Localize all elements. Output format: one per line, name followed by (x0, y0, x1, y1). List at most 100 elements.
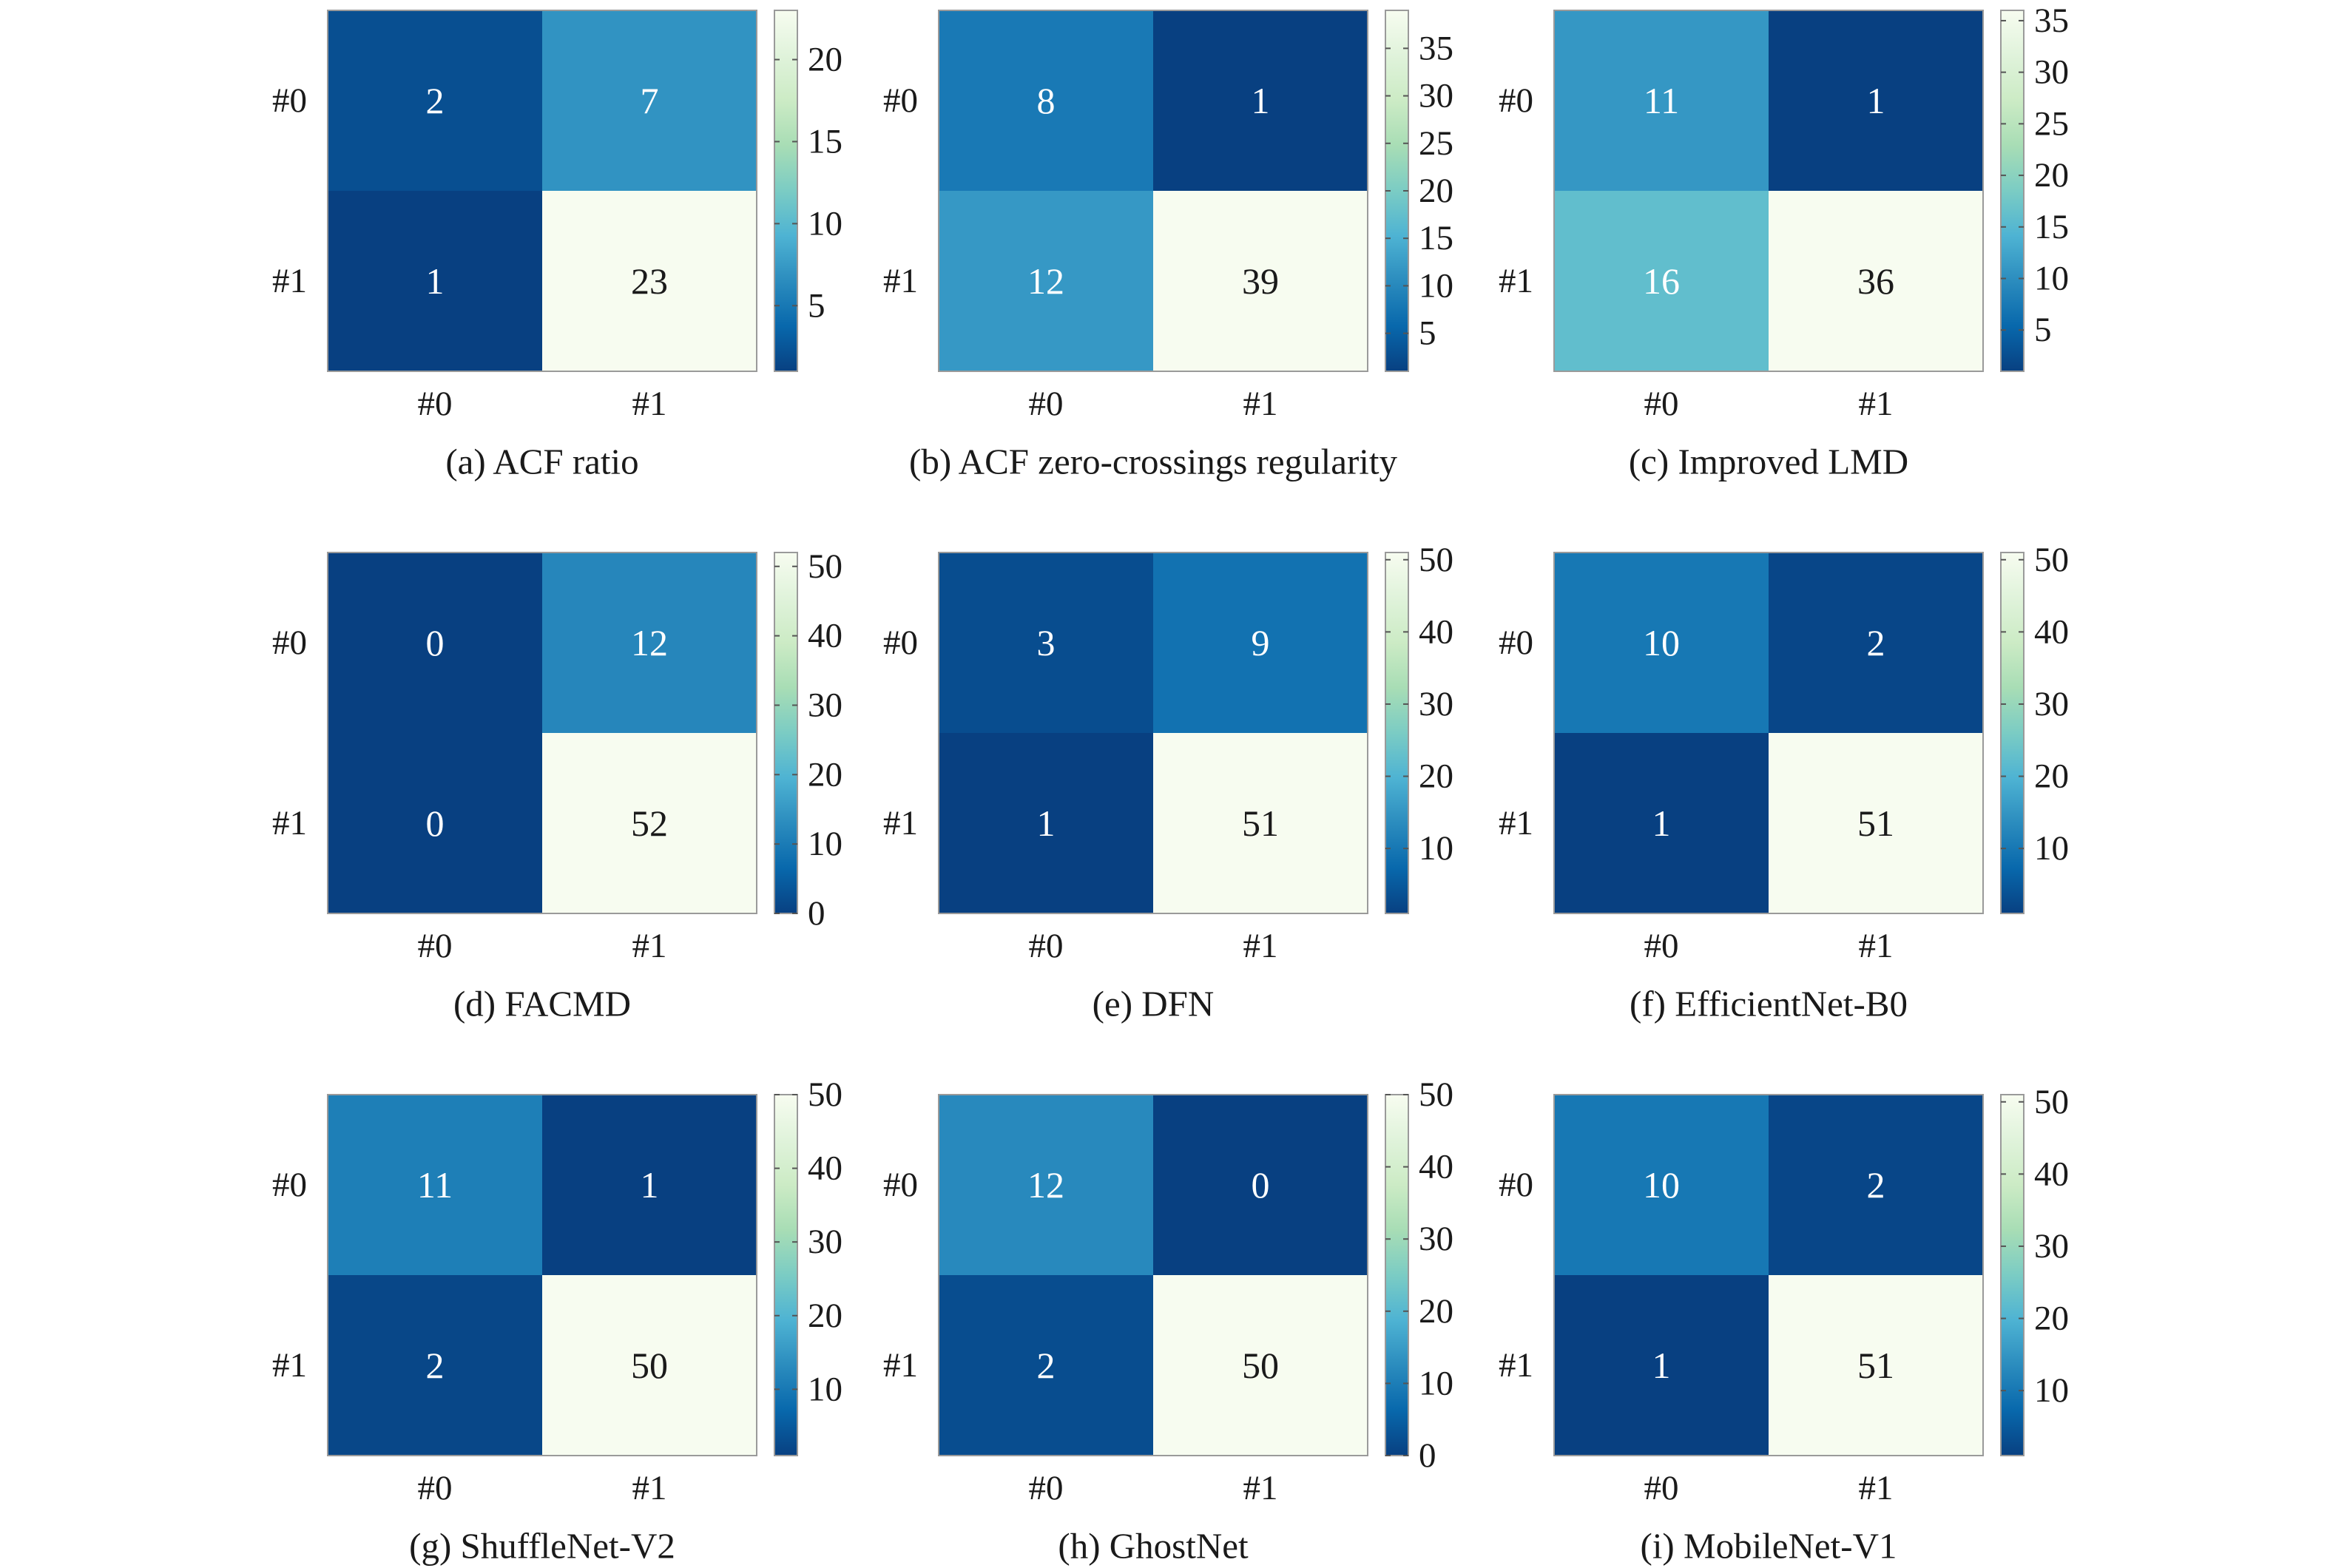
colorbar-tick-label: 5 (808, 286, 825, 325)
column-label: #1 (632, 927, 667, 965)
row-label: #0 (883, 624, 918, 662)
cell-value-label: 11 (1644, 80, 1679, 121)
cell-value-label: 1 (1652, 802, 1671, 844)
column-label: #1 (1859, 385, 1894, 423)
heatmap-cell (328, 10, 542, 191)
colorbar-tick-label: 10 (1419, 829, 1453, 868)
heatmap-frame (938, 552, 1368, 914)
panel-caption: (c) Improved LMD (1629, 442, 1908, 482)
panel-caption: (a) ACF ratio (445, 442, 638, 482)
confusion-matrix-panel-7: 11 12 50#0#1#0 #1(g) ShuffleNet-V2102030405… (272, 1075, 842, 1567)
heatmap-cell (1153, 191, 1368, 371)
heatmap-cell (1153, 1275, 1368, 1456)
heatmap-cell (1769, 1275, 1983, 1456)
cell-value-label: 1 (1652, 1345, 1671, 1386)
heatmap-cell (1153, 733, 1368, 913)
cell-value-label: 12 (1027, 260, 1064, 302)
column-label: #1 (1243, 385, 1278, 423)
heatmap-cell (939, 10, 1153, 191)
heatmap-cell (1153, 1095, 1368, 1275)
colorbar-tick-label: 30 (808, 686, 842, 724)
cell-value-label: 8 (1037, 80, 1056, 121)
cell-value-label: 12 (631, 622, 668, 663)
heatmap-cell (1153, 10, 1368, 191)
heatmap-cell (939, 552, 1153, 733)
colorbar-tick-label: 50 (1419, 541, 1453, 579)
row-label: #1 (883, 804, 918, 842)
panel-caption: (f) EfficientNet-B0 (1630, 984, 1908, 1024)
colorbar-tick-label: 30 (2034, 53, 2069, 92)
panel-caption: (e) DFN (1093, 984, 1215, 1024)
colorbar-tick-label: 30 (2034, 685, 2069, 723)
row-label: #0 (1499, 1166, 1533, 1204)
colorbar-tick-label: 20 (2034, 1300, 2069, 1338)
heatmap-cell (939, 1275, 1153, 1456)
column-label: #0 (1644, 1469, 1679, 1507)
row-label: #1 (1499, 262, 1533, 300)
row-label: #1 (272, 262, 307, 300)
row-label: #1 (883, 1346, 918, 1385)
row-label: #0 (883, 81, 918, 120)
cell-value-label: 1 (641, 1164, 659, 1206)
heatmap-cell (1769, 1095, 1983, 1275)
colorbar-tick-label: 10 (2034, 260, 2069, 298)
row-label: #1 (272, 804, 307, 842)
colorbar-tick-label: 15 (808, 122, 842, 160)
heatmap-cell (328, 1095, 542, 1275)
heatmap-frame (938, 1094, 1368, 1456)
colorbar-tick-label: 25 (2034, 104, 2069, 143)
colorbar-tick-label: 30 (1419, 685, 1453, 723)
colorbar-tick-label: 5 (1419, 314, 1436, 353)
column-label: #0 (1029, 385, 1064, 423)
colorbar-tick-label: 20 (1419, 172, 1453, 210)
colorbar-tick-label: 50 (808, 1075, 842, 1114)
column-label: #0 (418, 927, 453, 965)
cell-value-label: 36 (1857, 260, 1894, 302)
cell-value-label: 50 (1242, 1345, 1279, 1386)
colorbar-tick-label: 20 (2034, 156, 2069, 195)
colorbar (2000, 10, 2025, 372)
colorbar-tick-label: 30 (808, 1223, 842, 1261)
row-label: #0 (1499, 81, 1533, 120)
row-label: #0 (883, 1166, 918, 1204)
colorbar-tick-label: 40 (1419, 612, 1453, 651)
colorbar-tick-label: 35 (2034, 1, 2069, 40)
colorbar (1385, 552, 1409, 914)
cell-value-label: 11 (417, 1164, 453, 1206)
cell-value-label: 2 (426, 80, 445, 121)
row-label: #0 (272, 1166, 307, 1204)
colorbar (2000, 1094, 2025, 1456)
cell-value-label: 1 (1037, 802, 1056, 844)
colorbar (774, 552, 798, 914)
cell-value-label: 23 (631, 260, 668, 302)
cell-value-label: 0 (426, 802, 445, 844)
colorbar-tick-label: 25 (1419, 124, 1453, 163)
cell-value-label: 1 (1252, 80, 1270, 121)
heatmap-cell (1769, 733, 1983, 913)
heatmap-cell (542, 1095, 757, 1275)
heatmap-cell (328, 552, 542, 733)
cell-value-label: 16 (1643, 260, 1680, 302)
cell-value-label: 2 (1867, 622, 1885, 663)
heatmap-cell (1153, 552, 1368, 733)
colorbar (774, 10, 798, 372)
cell-value-label: 3 (1037, 622, 1056, 663)
colorbar-tick-label: 0 (1419, 1436, 1436, 1475)
row-label: #0 (272, 624, 307, 662)
row-label: #1 (272, 1346, 307, 1385)
cell-value-label: 52 (631, 802, 668, 844)
colorbar-tick-label: 40 (808, 617, 842, 655)
row-label: #1 (1499, 804, 1533, 842)
colorbar-tick-label: 20 (1419, 757, 1453, 796)
column-label: #1 (632, 1469, 667, 1507)
heatmap-cell (1769, 191, 1983, 371)
heatmap-cell (939, 733, 1153, 913)
column-label: #0 (1029, 1469, 1064, 1507)
cell-value-label: 2 (1037, 1345, 1056, 1386)
cell-value-label: 0 (426, 622, 445, 663)
heatmap-frame (327, 552, 757, 914)
heatmap-cell (542, 1275, 757, 1456)
heatmap-cell (939, 191, 1153, 371)
